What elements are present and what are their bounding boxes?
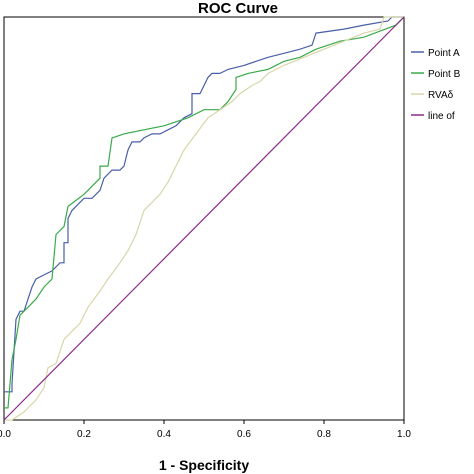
series-line-4	[3, 16, 405, 421]
x-axis-label: 1 - Specificity	[159, 457, 249, 473]
legend-label-4: line of	[428, 111, 455, 122]
chart-title: ROC Curve	[198, 0, 278, 17]
series-layer	[3, 16, 405, 421]
x-tick-label: 0.0	[0, 429, 11, 440]
x-tick-label: 0.8	[317, 429, 331, 440]
legend-label-2: Point B	[428, 69, 461, 80]
x-axis-ticks: 0.0 0.2 0.4 0.6 0.8 1.0	[0, 420, 411, 440]
x-tick-label: 0.2	[77, 429, 91, 440]
legend: Point A Point B RVAδ line of	[411, 48, 461, 122]
series-line-3	[4, 16, 404, 421]
x-tick-label: 0.4	[157, 429, 171, 440]
series-line-2	[4, 16, 405, 409]
x-tick-label: 1.0	[397, 429, 411, 440]
series-line-1	[4, 16, 404, 393]
legend-label-3: RVAδ	[428, 90, 454, 101]
legend-label-1: Point A	[428, 48, 460, 59]
x-tick-label: 0.6	[237, 429, 251, 440]
